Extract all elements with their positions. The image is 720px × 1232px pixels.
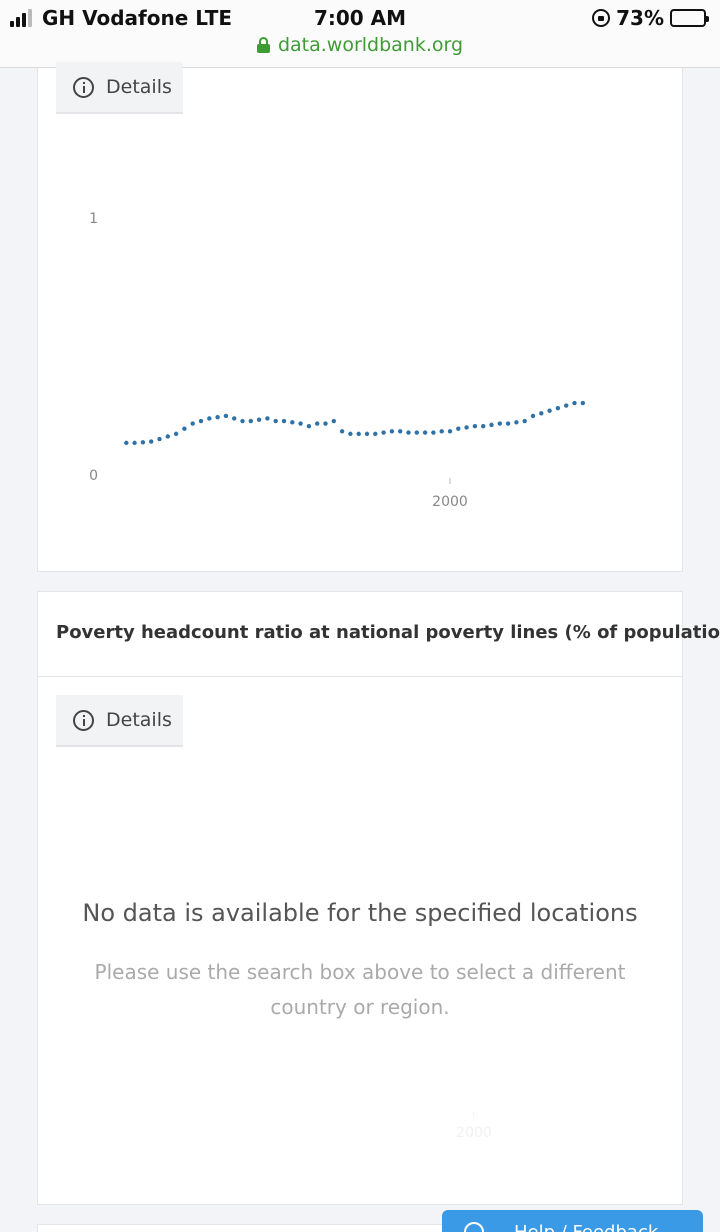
chart-title: Poverty headcount ratio at national pove… <box>56 622 720 643</box>
data-point[interactable] <box>348 431 353 437</box>
data-point[interactable] <box>439 429 444 434</box>
data-point[interactable] <box>215 414 220 420</box>
chart-title-card: Poverty headcount ratio at national pove… <box>37 591 720 677</box>
x-axis-tick <box>473 1111 474 1117</box>
data-point[interactable] <box>132 440 137 446</box>
clock: 7:00 AM <box>313 6 407 30</box>
data-point[interactable] <box>580 400 585 406</box>
data-point[interactable] <box>373 431 378 437</box>
no-data-message: Please use the search box above to selec… <box>94 960 626 1019</box>
details-button[interactable]: Details <box>56 695 183 747</box>
data-point[interactable] <box>140 440 146 445</box>
data-point[interactable] <box>530 413 536 419</box>
data-point[interactable] <box>182 426 187 431</box>
details-button[interactable]: Details <box>56 62 183 114</box>
data-point[interactable] <box>207 416 212 421</box>
no-data-title: No data is available for the specified l… <box>82 899 638 927</box>
y-tick-label: 1 <box>89 211 98 227</box>
data-point[interactable] <box>157 436 162 442</box>
data-point[interactable] <box>381 430 386 435</box>
data-point[interactable] <box>298 421 303 426</box>
details-label: Details <box>106 709 172 731</box>
data-point[interactable] <box>198 418 204 424</box>
chart-card: Details 0 1 2000 <box>37 62 683 572</box>
data-point[interactable] <box>555 405 561 411</box>
url-text[interactable]: data.worldbank.org <box>277 34 464 56</box>
data-point[interactable] <box>306 423 312 429</box>
data-point[interactable] <box>514 420 519 425</box>
address-bar[interactable]: data.worldbank.org <box>0 34 720 56</box>
x-tick-label: 2000 <box>432 494 468 510</box>
data-point[interactable] <box>290 420 295 425</box>
data-point[interactable] <box>256 417 262 422</box>
data-point[interactable] <box>315 421 320 426</box>
help-feedback-label: Help / Feedback <box>514 1222 658 1232</box>
data-point[interactable] <box>248 418 253 424</box>
data-point[interactable] <box>281 418 287 424</box>
data-point[interactable] <box>472 423 478 429</box>
help-feedback-button[interactable]: Help / Feedback <box>442 1210 703 1232</box>
data-point[interactable] <box>564 403 569 408</box>
data-point[interactable] <box>464 425 469 430</box>
data-point[interactable] <box>149 439 154 444</box>
data-point[interactable] <box>539 411 544 416</box>
line-chart: 0 1 2000 <box>89 211 585 510</box>
data-point[interactable] <box>223 413 229 419</box>
y-tick-label: 0 <box>89 468 98 484</box>
data-point[interactable] <box>364 431 370 437</box>
data-point[interactable] <box>165 434 170 439</box>
data-point[interactable] <box>431 430 436 435</box>
data-point[interactable] <box>265 416 270 421</box>
carrier-info: GH Vodafone LTE <box>10 6 232 30</box>
data-point[interactable] <box>497 421 502 426</box>
details-label: Details <box>106 76 172 98</box>
data-point[interactable] <box>173 431 179 437</box>
data-point[interactable] <box>447 429 453 434</box>
data-point[interactable] <box>406 430 411 435</box>
data-point[interactable] <box>398 429 403 434</box>
data-point[interactable] <box>190 421 195 426</box>
data-point[interactable] <box>356 431 361 437</box>
signal-strength-icon <box>10 9 34 27</box>
carrier-label: GH Vodafone LTE <box>42 6 232 30</box>
battery-percent: 73% <box>616 6 664 30</box>
data-point[interactable] <box>456 426 461 431</box>
data-point[interactable] <box>489 422 494 428</box>
data-point[interactable] <box>572 400 577 406</box>
data-point[interactable] <box>481 423 486 429</box>
data-point[interactable] <box>422 430 428 435</box>
data-point[interactable] <box>232 416 237 421</box>
no-data-card: Details No data is available for the spe… <box>37 676 683 1205</box>
padlock-icon <box>256 37 270 53</box>
data-point[interactable] <box>339 429 345 434</box>
battery-info: 73% <box>592 6 709 30</box>
x-tick-label: 2000 <box>456 1125 492 1141</box>
rotation-lock-icon <box>592 9 611 27</box>
data-point[interactable] <box>505 421 511 426</box>
info-icon <box>73 76 94 98</box>
data-point[interactable] <box>331 418 336 424</box>
data-point[interactable] <box>522 418 527 424</box>
data-point[interactable] <box>124 440 129 446</box>
data-point[interactable] <box>240 418 245 424</box>
help-icon <box>464 1222 484 1232</box>
data-point[interactable] <box>273 418 278 424</box>
data-point[interactable] <box>389 429 395 434</box>
data-point[interactable] <box>323 421 328 426</box>
data-point[interactable] <box>547 408 552 413</box>
info-icon <box>73 709 94 731</box>
data-point[interactable] <box>414 430 419 435</box>
battery-icon <box>670 9 709 27</box>
status-bar: GH Vodafone LTE 7:00 AM 73% data.worldba… <box>0 0 720 68</box>
